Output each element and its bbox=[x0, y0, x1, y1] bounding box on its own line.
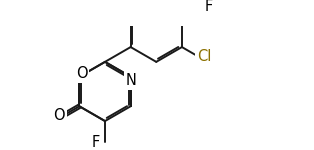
Text: N: N bbox=[125, 73, 136, 88]
Text: O: O bbox=[76, 66, 88, 81]
Text: F: F bbox=[92, 135, 100, 150]
Text: Cl: Cl bbox=[197, 49, 211, 64]
Text: F: F bbox=[205, 0, 213, 14]
Text: O: O bbox=[54, 108, 65, 123]
